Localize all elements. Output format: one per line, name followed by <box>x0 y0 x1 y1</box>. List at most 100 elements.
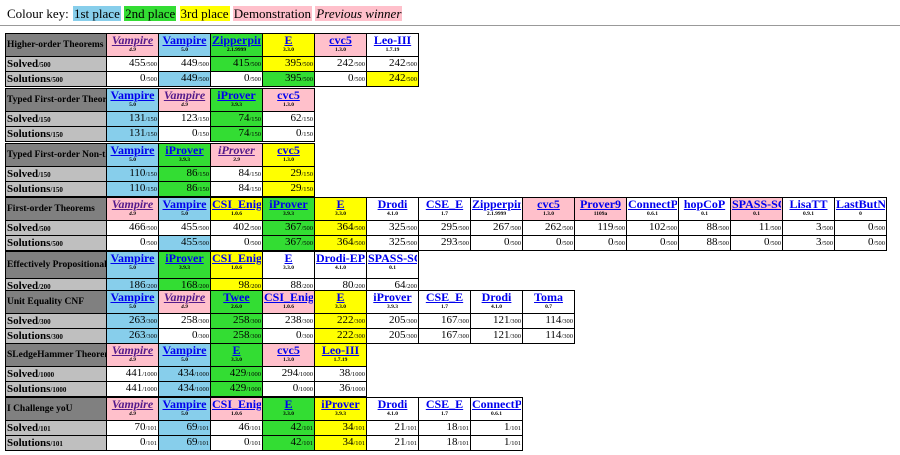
system-name-link[interactable]: CSI_Enig <box>212 198 261 211</box>
system-name-link[interactable]: iProver <box>373 291 412 304</box>
system-name-link[interactable]: iProver <box>165 144 204 157</box>
result-count: 167 <box>440 314 458 327</box>
system-name-link[interactable]: cvc5 <box>537 198 560 211</box>
result-cell: 0/101 <box>210 435 263 451</box>
system-name-link[interactable]: cvc5 <box>277 344 300 357</box>
system-name-link[interactable]: Drodi <box>481 291 512 304</box>
result-row: Solved/101 70/101 69/101 46/101 42/101 34/101… <box>5 420 523 436</box>
system-name-link[interactable]: Vampire <box>111 34 154 47</box>
result-cell: 325/500 <box>366 235 419 251</box>
system-name-link[interactable]: cvc5 <box>329 34 352 47</box>
system-name-link[interactable]: Drodi <box>377 398 408 411</box>
system-version: 4.9 <box>129 47 136 53</box>
system-name-link[interactable]: Prover9 <box>579 198 622 211</box>
system-name-link[interactable]: CSE_E <box>425 398 464 411</box>
result-denominator: /500 <box>717 225 729 232</box>
system-version: 1.0.6 <box>231 265 242 271</box>
result-denominator: /300 <box>561 333 573 340</box>
system-name-link[interactable]: Vampire <box>111 198 154 211</box>
row-label-text: Solved <box>7 421 39 434</box>
system-name-link[interactable]: SPASS-SC <box>732 198 781 211</box>
system-name-link[interactable]: Vampire <box>162 344 207 357</box>
system-name-link[interactable]: E <box>336 291 345 304</box>
result-count: 88 <box>706 221 718 234</box>
system-name-link[interactable]: Leo-III <box>373 34 412 47</box>
system-name-link[interactable]: ConnectP <box>628 198 677 211</box>
system-name-link[interactable]: iProver <box>218 144 255 157</box>
system-name-link[interactable]: iProver <box>269 198 308 211</box>
system-name-link[interactable]: E <box>232 344 241 357</box>
system-name-link[interactable]: Drodi <box>377 198 408 211</box>
row-label-text: Solutions <box>7 72 51 85</box>
legend-demonstration: Demonstration <box>232 6 313 21</box>
system-name-link[interactable]: E <box>284 398 293 411</box>
result-denominator: /500 <box>301 76 313 83</box>
result-count: 0 <box>243 236 250 249</box>
result-denominator: /500 <box>353 240 365 247</box>
system-name-link[interactable]: Drodi-EP <box>316 252 365 265</box>
result-denominator: /101 <box>301 425 313 432</box>
result-row: Solutions/101 0/101 69/101 0/101 42/101 34/10… <box>5 435 523 451</box>
system-name-link[interactable]: Vampire <box>163 291 206 304</box>
system-name-link[interactable]: CSE_E <box>425 198 464 211</box>
system-name-link[interactable]: CSI_Enig <box>264 291 313 304</box>
system-name-link[interactable]: cvc5 <box>277 144 300 157</box>
system-name-link[interactable]: Vampire <box>111 398 154 411</box>
system-name-link[interactable]: LastButN <box>836 198 885 211</box>
system-name-link[interactable]: Leo-III <box>321 344 360 357</box>
system-version: 0.6.1 <box>491 411 502 417</box>
system-name-link[interactable]: Zipperpin <box>212 34 261 47</box>
system-name-link[interactable]: CSI_Enig <box>212 252 261 265</box>
result-count: 238 <box>284 314 302 327</box>
system-name-link[interactable]: LisaTT <box>789 198 828 211</box>
system-header: E 3.3.0 <box>210 343 263 367</box>
result-count: 263 <box>128 329 146 342</box>
system-name-link[interactable]: SPASS-SC <box>368 252 417 265</box>
system-version: 3.9.3 <box>387 304 398 310</box>
system-version: 3.3.0 <box>283 265 294 271</box>
system-version: 5.0 <box>129 265 136 271</box>
result-count: 0 <box>555 236 562 249</box>
system-name-link[interactable]: Vampire <box>110 144 155 157</box>
row-label-denominator: /101 <box>38 424 51 433</box>
system-name-link[interactable]: CSI_Enig <box>212 398 261 411</box>
system-header: Leo-III 1.7.19 <box>366 33 419 57</box>
system-name-link[interactable]: E <box>336 198 345 211</box>
system-name-link[interactable]: Vampire <box>162 34 207 47</box>
system-header: cvc5 1.3.0 <box>262 143 315 167</box>
system-name-link[interactable]: E <box>284 34 293 47</box>
result-cell: 0/500 <box>106 235 159 251</box>
system-name-link[interactable]: Vampire <box>110 89 155 102</box>
system-name-link[interactable]: hopCoP <box>683 198 726 211</box>
system-name-link[interactable]: E <box>284 252 293 265</box>
result-denominator: /500 <box>301 240 313 247</box>
system-name-link[interactable]: Vampire <box>111 344 154 357</box>
system-name-link[interactable]: Zipperpin <box>472 198 521 211</box>
system-name-link[interactable]: ConnectP <box>472 398 521 411</box>
system-name-link[interactable]: Vampire <box>110 291 155 304</box>
result-cell: 0/300 <box>158 328 211 344</box>
division-title: Effectively Propositional CNF <box>5 251 107 279</box>
system-version: 1.7.19 <box>385 47 400 53</box>
system-name-link[interactable]: iProver <box>217 89 256 102</box>
system-header: LisaTT 0.9.1 <box>782 197 835 221</box>
system-name-link[interactable]: Vampire <box>163 89 206 102</box>
system-name-link[interactable]: Toma <box>534 291 563 304</box>
system-name-link[interactable]: CSE_E <box>425 291 464 304</box>
result-count: 186 <box>128 279 146 292</box>
result-denominator: /500 <box>821 225 833 232</box>
system-name-link[interactable]: Vampire <box>162 398 207 411</box>
system-name-link[interactable]: Vampire <box>162 198 207 211</box>
result-count: 222 <box>336 314 354 327</box>
system-name-link[interactable]: Vampire <box>110 252 155 265</box>
result-cell: 429/1000 <box>210 366 263 382</box>
legend-previous-winner: Previous winner <box>315 6 403 21</box>
result-cell: 123/150 <box>158 111 211 127</box>
system-name-link[interactable]: iProver <box>165 252 204 265</box>
system-version: 4.9 <box>181 304 188 310</box>
system-name-link[interactable]: Twee <box>223 291 250 304</box>
system-name-link[interactable]: iProver <box>321 398 360 411</box>
system-version: 1.7.19 <box>333 357 348 363</box>
system-name-link[interactable]: cvc5 <box>277 89 300 102</box>
result-count: 34 <box>342 421 354 434</box>
